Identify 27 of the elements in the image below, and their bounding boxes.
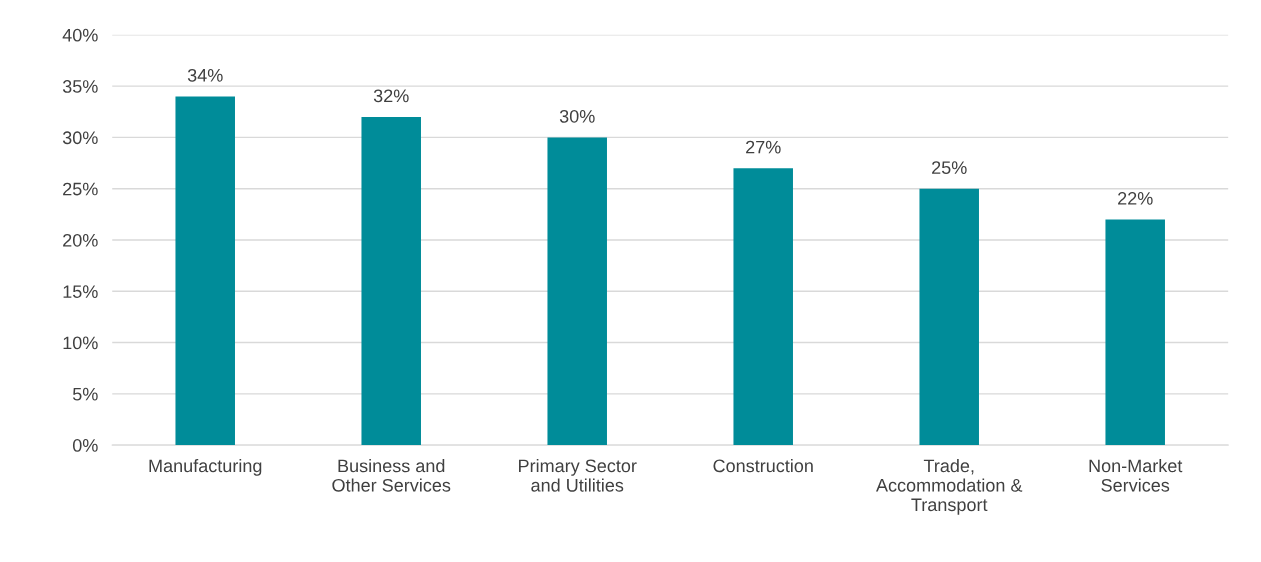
x-tick-label: Primary Sector and Utilities (519, 458, 637, 492)
y-tick-label: 40% (62, 28, 98, 42)
y-tick-label: 5% (72, 387, 98, 401)
x-tick-label: Non-Market Services (1089, 458, 1183, 492)
data-label: 32% (373, 89, 409, 103)
data-label: 25% (932, 161, 967, 175)
bar (919, 188, 979, 446)
y-tick-label: 30% (62, 131, 98, 145)
bar (1105, 219, 1165, 446)
data-label: 30% (559, 109, 595, 123)
x-tick-label: Business and Other Services (332, 458, 451, 492)
y-tick-label: 20% (63, 233, 98, 247)
bar (361, 116, 421, 446)
bar (733, 168, 793, 446)
bar (175, 96, 235, 446)
x-tick-label: Trade, Accommodation & Transport (876, 458, 1023, 515)
data-label: 34% (187, 68, 223, 82)
x-tick-label: Manufacturing (149, 458, 262, 476)
bar (547, 137, 607, 446)
x-tick-label: Construction (713, 458, 813, 473)
y-tick-label: 0% (72, 439, 98, 452)
data-label: 22% (1118, 192, 1153, 205)
y-tick-label: 10% (63, 336, 98, 350)
y-tick-label: 25% (63, 182, 98, 196)
y-tick-label: 35% (62, 80, 98, 93)
y-tick-label: 15% (63, 285, 98, 298)
data-label: 27% (746, 140, 781, 154)
